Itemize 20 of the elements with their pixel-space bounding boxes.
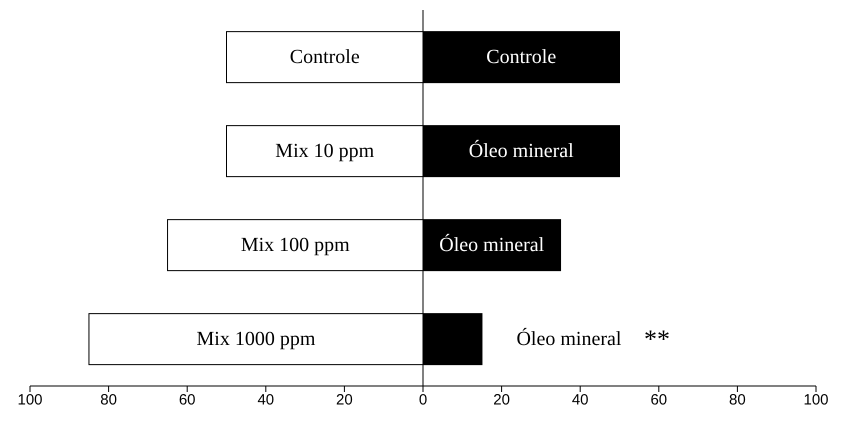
data-label: Mix 10 ppm [275,140,375,162]
data-label: Mix 100 ppm [240,234,350,256]
x-tick-label: 60 [178,392,196,409]
x-tick-label: 80 [729,392,746,409]
x-tick-label: 100 [803,392,829,409]
x-tick-label: 80 [100,392,117,409]
x-tick-label: 40 [257,392,274,409]
data-label: Controle [290,46,360,68]
data-label: Controle [486,46,556,68]
annotation: ** [644,324,670,354]
x-tick-label: 0 [418,392,428,409]
data-label: Óleo mineral [468,139,574,162]
x-tick-label: 60 [650,392,668,409]
x-tick-label: 100 [17,392,43,409]
x-tick-label: 40 [572,392,589,409]
x-tick-label: 20 [493,392,510,409]
data-label: Mix 1000 ppm [196,328,316,350]
data-label: Óleo mineral [439,233,545,256]
data-label: Óleo mineral [516,327,622,350]
x-tick-label: 20 [336,392,353,409]
